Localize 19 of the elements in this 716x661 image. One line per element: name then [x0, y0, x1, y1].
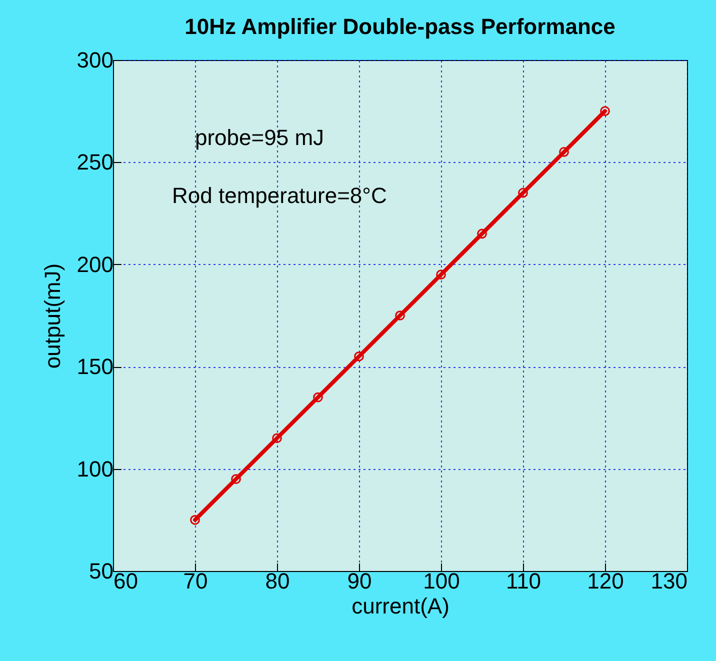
annotation: Rod temperature=8°C	[172, 183, 387, 208]
x-tick-label: 60	[114, 568, 138, 594]
x-tick-label: 130	[650, 568, 688, 594]
x-tick-label: 120	[587, 568, 624, 594]
x-tick-label: 80	[265, 568, 290, 594]
x-tick-label: 110	[506, 568, 542, 594]
x-tick-label: 100	[423, 568, 460, 594]
y-tick-label: 150	[76, 354, 114, 380]
chart-title: 10Hz Amplifier Double-pass Performance	[184, 14, 616, 39]
annotation: probe=95 mJ	[195, 125, 324, 150]
y-tick-label: 50	[89, 558, 114, 584]
y-axis-title: output(mJ)	[40, 263, 65, 369]
y-tick-label: 200	[76, 252, 114, 277]
x-tick-label: 90	[347, 568, 372, 594]
x-axis-title: current(A)	[352, 594, 450, 618]
y-tick-label: 100	[76, 456, 114, 482]
y-tick-label: 300	[76, 48, 114, 72]
y-tick-label: 250	[76, 150, 114, 175]
x-tick-label: 70	[183, 568, 208, 594]
